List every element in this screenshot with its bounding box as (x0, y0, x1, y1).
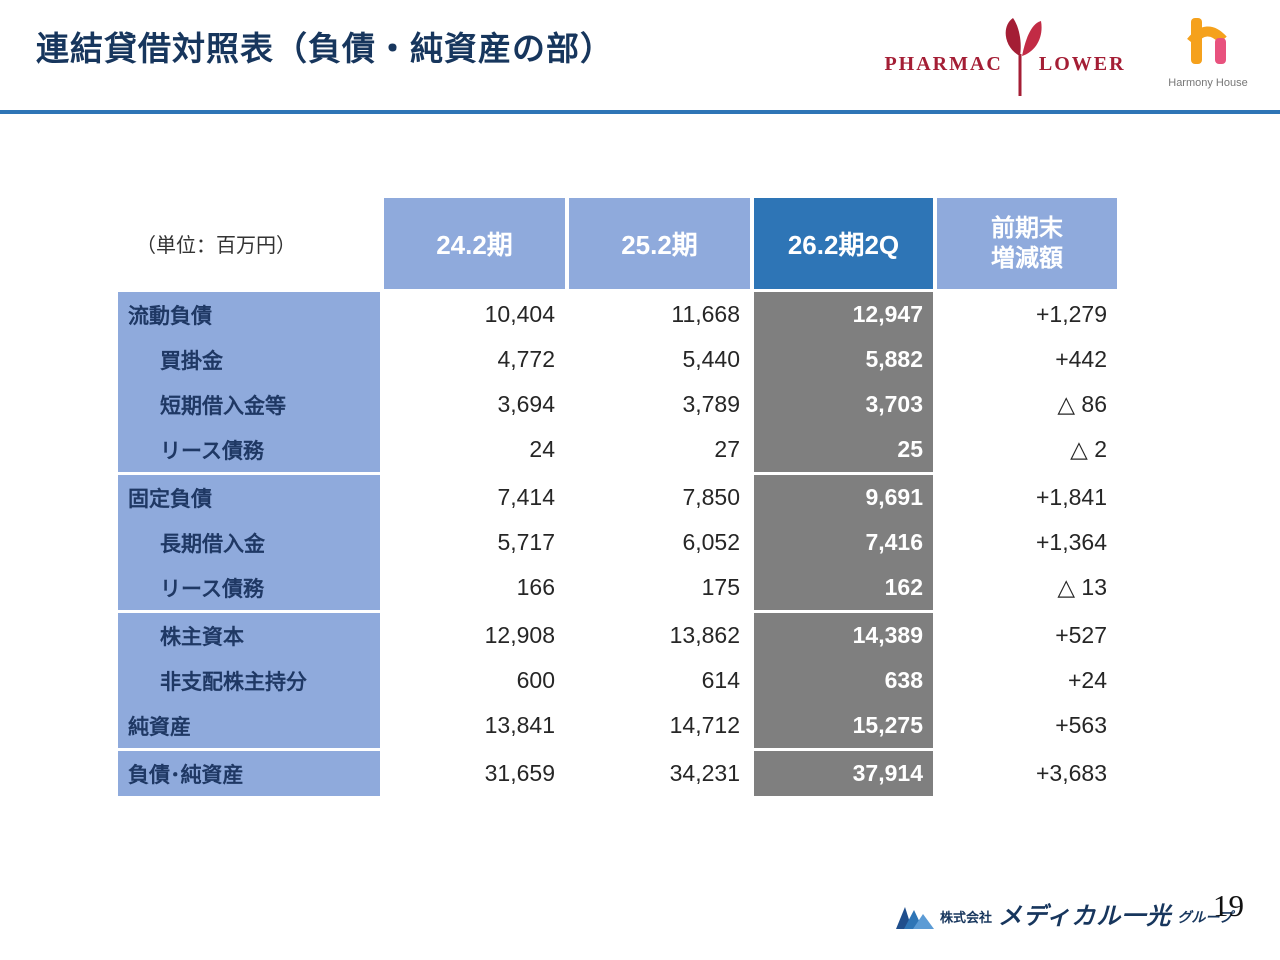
value-diff: +527 (1055, 622, 1107, 648)
table-row: 非支配株主持分 600 614 638 +24 (118, 658, 1117, 703)
row-label: 負債･純資産 (118, 751, 380, 796)
company-prefix: 株式会社 (940, 910, 993, 925)
value-24-2: 5,717 (497, 529, 555, 555)
value-25-2: 6,052 (682, 529, 740, 555)
value-diff: +442 (1055, 346, 1107, 372)
row-label: 固定負債 (118, 475, 380, 520)
value-25-2: 11,668 (671, 301, 740, 327)
company-suffix: グループ (1177, 909, 1233, 925)
value-24-2: 7,414 (497, 484, 555, 510)
value-24-2: 13,841 (484, 712, 555, 738)
row-label: 純資産 (118, 703, 380, 748)
pharmacy-text-left: PHARMAC (884, 53, 1003, 75)
table-row: リース債務 166 175 162 △ 13 (118, 565, 1117, 613)
row-label: 買掛金 (118, 337, 380, 382)
value-24-2: 10,404 (484, 301, 555, 327)
row-label: 短期借入金等 (118, 382, 380, 427)
value-diff: △ 13 (1057, 574, 1107, 600)
value-25-2: 7,850 (682, 484, 740, 510)
value-24-2: 24 (529, 436, 555, 462)
value-25-2: 614 (701, 667, 740, 693)
column-header-25-2: 25.2期 (569, 198, 750, 289)
header-divider (0, 110, 1280, 114)
column-header-26-2-2q: 26.2期2Q (754, 198, 933, 289)
table-row: 短期借入金等 3,694 3,789 3,703 △ 86 (118, 382, 1117, 427)
value-diff: △ 86 (1057, 391, 1107, 417)
value-26-2-2q: 5,882 (754, 337, 933, 382)
flower-icon (1005, 18, 1042, 96)
value-26-2-2q: 14,389 (754, 613, 933, 658)
value-26-2-2q: 7,416 (754, 520, 933, 565)
value-26-2-2q: 12,947 (754, 292, 933, 337)
table-row: 純資産 13,841 14,712 15,275 +563 (118, 703, 1117, 751)
balance-sheet-table: （単位：百万円） 24.2期 25.2期 26.2期2Q 前期末 増減額 流動負… (118, 198, 1117, 796)
company-name: メディカル一光 (998, 903, 1172, 930)
value-24-2: 12,908 (484, 622, 555, 648)
table-header-row: （単位：百万円） 24.2期 25.2期 26.2期2Q 前期末 増減額 (118, 198, 1117, 289)
table-row: 長期借入金 5,717 6,052 7,416 +1,364 (118, 520, 1117, 565)
value-26-2-2q: 15,275 (754, 703, 933, 748)
page-title: 連結貸借対照表（負債・純資産の部） (36, 30, 614, 67)
harmony-house-caption: Harmony House (1168, 77, 1248, 89)
value-diff: +3,683 (1036, 760, 1107, 786)
table-row: 固定負債 7,414 7,850 9,691 +1,841 (118, 475, 1117, 520)
value-26-2-2q: 25 (754, 427, 933, 472)
value-25-2: 13,862 (669, 622, 740, 648)
pharmacy-text-right: LOWER (1038, 53, 1126, 75)
column-header-diff: 前期末 増減額 (937, 198, 1117, 289)
value-24-2: 166 (516, 574, 555, 600)
value-24-2: 31,659 (484, 760, 555, 786)
table-row: 株主資本 12,908 13,862 14,389 +527 (118, 613, 1117, 658)
value-26-2-2q: 37,914 (754, 751, 933, 796)
value-25-2: 3,789 (682, 391, 740, 417)
value-24-2: 3,694 (497, 391, 555, 417)
harmony-house-logo: Harmony House (1166, 14, 1250, 89)
value-diff: △ 2 (1070, 436, 1107, 462)
value-diff: +1,364 (1036, 529, 1107, 555)
value-26-2-2q: 162 (754, 565, 933, 610)
value-diff: +1,841 (1036, 484, 1107, 510)
row-label: 株主資本 (118, 613, 380, 658)
value-26-2-2q: 3,703 (754, 382, 933, 427)
value-24-2: 600 (516, 667, 555, 693)
page-number: 19 (1213, 888, 1244, 923)
pharmacy-flower-wordmark: PHARMAC LOWER (884, 16, 1125, 102)
pharmacy-flower-logo: PHARMAC LOWER (884, 10, 1124, 102)
value-25-2: 14,712 (669, 712, 740, 738)
row-label: 非支配株主持分 (118, 658, 380, 703)
row-label: 長期借入金 (118, 520, 380, 565)
table-row: リース債務 24 27 25 △ 2 (118, 427, 1117, 475)
value-24-2: 4,772 (497, 346, 555, 372)
row-label: リース債務 (118, 427, 380, 472)
table-body: 流動負債 10,404 11,668 12,947 +1,279 買掛金 4,7… (118, 292, 1117, 796)
row-label: 流動負債 (118, 292, 380, 337)
row-label: リース債務 (118, 565, 380, 610)
unit-label: （単位：百万円） (136, 235, 296, 257)
value-25-2: 175 (701, 574, 740, 600)
value-diff: +24 (1067, 667, 1107, 693)
column-header-24-2: 24.2期 (384, 198, 565, 289)
company-logo: 株式会社 メディカル一光 グループ (896, 903, 1233, 929)
value-25-2: 27 (714, 436, 740, 462)
harmony-house-icon (1187, 18, 1227, 64)
table-row: 買掛金 4,772 5,440 5,882 +442 (118, 337, 1117, 382)
value-diff: +563 (1055, 712, 1107, 738)
value-diff: +1,279 (1036, 301, 1107, 327)
value-25-2: 34,231 (669, 760, 740, 786)
table-row: 負債･純資産 31,659 34,231 37,914 +3,683 (118, 751, 1117, 796)
triangles-icon (896, 907, 934, 929)
value-26-2-2q: 9,691 (754, 475, 933, 520)
value-25-2: 5,440 (682, 346, 740, 372)
value-26-2-2q: 638 (754, 658, 933, 703)
table-row: 流動負債 10,404 11,668 12,947 +1,279 (118, 292, 1117, 337)
